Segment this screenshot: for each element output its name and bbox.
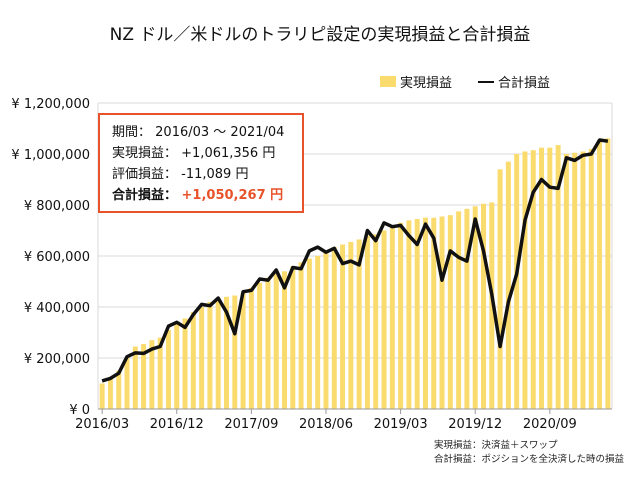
- x-tick-label: 2016/03: [75, 417, 129, 432]
- bar-realized: [340, 244, 346, 409]
- bar-realized: [116, 370, 122, 409]
- bar-realized: [398, 222, 404, 409]
- bar-realized: [298, 262, 304, 409]
- bar-realized: [563, 154, 569, 409]
- bar-realized: [481, 203, 486, 409]
- bar-realized: [497, 169, 503, 409]
- bar-realized: [132, 346, 138, 409]
- bar-realized: [165, 329, 171, 409]
- bar-realized: [547, 147, 553, 409]
- bar-realized: [456, 211, 462, 409]
- y-tick-label: ¥ 1,200,000: [11, 97, 90, 112]
- y-tick-label: ¥ 0: [69, 403, 90, 418]
- bar-realized: [588, 148, 594, 409]
- unrealized-label: 評価損益：: [112, 167, 178, 182]
- bar-realized: [174, 323, 180, 409]
- bar-realized: [190, 312, 196, 409]
- legend-bar-swatch: [380, 76, 396, 87]
- legend-line-label: 合計損益: [498, 76, 551, 91]
- unrealized-value: -11,089 円: [177, 167, 249, 182]
- realized-label: 実現損益：: [112, 146, 178, 161]
- line-total: [101, 138, 609, 383]
- bar-realized: [240, 292, 246, 409]
- chart-title: NZ ドル／米ドルのトラリピ設定の実現損益と合計損益: [109, 25, 531, 45]
- total-value: +1,050,267 円: [177, 188, 284, 203]
- bar-realized: [406, 220, 412, 409]
- bar-realized: [447, 215, 453, 409]
- bar-realized: [257, 282, 263, 409]
- bar-realized: [522, 151, 528, 409]
- summary-box: 期間： 2016/03 ～ 2021/04 実現損益： +1,061,356 円…: [98, 113, 304, 213]
- bar-realized: [605, 138, 611, 409]
- bar-realized: [422, 217, 428, 409]
- bar-realized: [215, 298, 221, 409]
- bar-realized: [224, 296, 229, 409]
- legend-bar-label: 実現損益: [400, 76, 453, 91]
- bar-realized: [356, 239, 362, 409]
- y-tick-label: ¥ 600,000: [24, 250, 90, 265]
- realized-value: +1,061,356 円: [177, 146, 276, 161]
- bar-realized: [572, 152, 578, 409]
- y-tick-label: ¥ 400,000: [24, 301, 90, 316]
- bar-realized: [99, 383, 105, 409]
- bar-realized: [580, 151, 586, 409]
- bar-realized: [282, 271, 288, 409]
- bar-realized: [315, 256, 321, 409]
- bar-realized: [248, 287, 254, 409]
- bar-realized: [373, 234, 379, 409]
- footnote-realized: 実現損益：決済益＋スワップ: [434, 440, 558, 451]
- legend: 実現損益 合計損益: [380, 72, 550, 91]
- bar-realized: [389, 225, 395, 409]
- x-tick-label: 2016/12: [150, 417, 204, 432]
- footnotes: 実現損益：決済益＋スワップ 合計損益：ポジションを全決済した時の損益: [434, 439, 624, 467]
- y-tick-label: ¥ 1,000,000: [11, 148, 90, 163]
- bar-realized: [157, 337, 163, 409]
- bar-realized: [364, 235, 370, 409]
- bar-realized: [505, 161, 511, 409]
- bar-realized: [431, 217, 437, 409]
- footnote-total: 合計損益：ポジションを全決済した時の損益: [434, 454, 625, 465]
- bar-realized: [597, 139, 603, 409]
- bar-realized: [232, 295, 238, 409]
- bar-realized: [207, 301, 213, 409]
- x-tick-label: 2018/06: [299, 417, 353, 432]
- bar-realized: [141, 343, 147, 409]
- bar-realized: [323, 252, 329, 409]
- x-tick-label: 2017/09: [224, 417, 278, 432]
- bar-realized: [464, 208, 470, 409]
- x-tick-label: 2020/09: [523, 417, 577, 432]
- bar-realized: [555, 145, 561, 409]
- total-label: 合計損益：: [112, 188, 178, 203]
- bar-realized: [273, 273, 279, 409]
- x-tick-label: 2019/12: [448, 417, 502, 432]
- period-label: 期間：: [112, 125, 152, 140]
- bar-realized: [306, 258, 312, 409]
- x-tick-label: 2019/03: [374, 417, 428, 432]
- bar-realized: [149, 340, 155, 409]
- bar-realized: [539, 147, 545, 409]
- bar-realized: [182, 318, 188, 409]
- y-tick-label: ¥ 800,000: [24, 199, 90, 214]
- bar-realized: [439, 216, 445, 409]
- bar-realized: [107, 378, 113, 409]
- bar-realized: [530, 150, 536, 410]
- y-tick-label: ¥ 200,000: [24, 352, 90, 367]
- bar-realized: [514, 154, 520, 409]
- bar-realized: [472, 206, 478, 409]
- bar-realized: [331, 247, 337, 409]
- bar-realized: [124, 358, 130, 409]
- period-value: 2016/03 ～ 2021/04: [151, 125, 285, 140]
- bar-realized: [265, 277, 271, 409]
- bar-realized: [199, 307, 205, 409]
- bar-realized: [348, 241, 354, 409]
- bar-realized: [290, 266, 296, 409]
- legend-line-swatch: [478, 80, 495, 83]
- bar-realized: [414, 219, 420, 409]
- bar-realized: [381, 230, 387, 409]
- bar-realized: [489, 202, 495, 409]
